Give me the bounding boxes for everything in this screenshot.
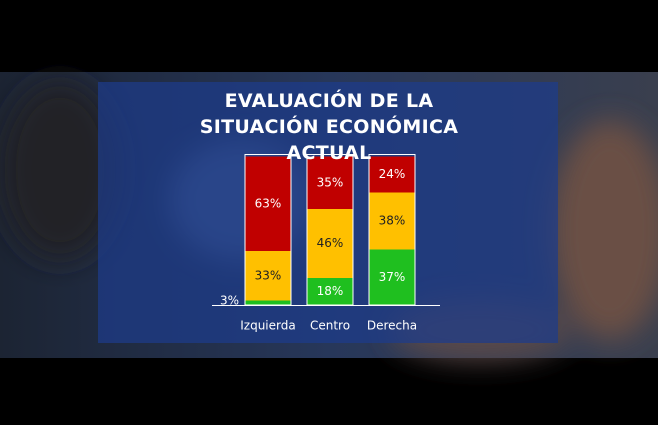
bar-segment — [369, 192, 415, 250]
value-label: 3% — [220, 293, 239, 307]
value-label: 46% — [317, 236, 344, 250]
bar-segment — [307, 278, 353, 305]
bar-segment — [307, 156, 353, 209]
x-tick-label: Centro — [310, 319, 350, 333]
value-label: 35% — [317, 175, 344, 189]
x-tick-label: Izquierda — [240, 319, 295, 333]
value-label: 38% — [379, 214, 406, 228]
bar-segment — [245, 156, 291, 251]
value-label: 18% — [317, 284, 344, 298]
bar-outline — [368, 154, 416, 306]
value-label: 33% — [255, 268, 282, 282]
bar-outline — [244, 154, 292, 306]
bar-outline — [306, 154, 354, 306]
value-label: 24% — [379, 167, 406, 181]
x-tick-label: Derecha — [367, 319, 417, 333]
chart-title: EVALUACIÓN DE LA SITUACIÓN ECONÓMICA ACT… — [199, 90, 459, 164]
bar-segment — [245, 300, 291, 305]
plot-area: 3% 33% 63% Izquierda 18% 46% 35% Centro 37% 38% 24… — [212, 154, 440, 333]
bar-segment — [369, 156, 415, 193]
value-label: 37% — [379, 270, 406, 284]
bar-segment — [307, 209, 353, 278]
value-label: 63% — [255, 196, 282, 210]
bar-segment — [369, 249, 415, 305]
bar-segment — [245, 251, 291, 301]
